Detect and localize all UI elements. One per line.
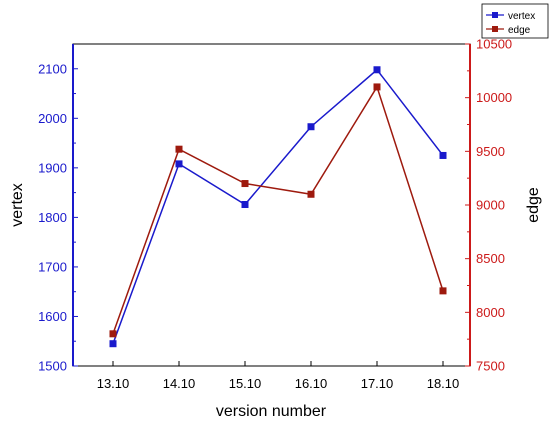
y-left-tick-label: 1900 — [38, 160, 67, 175]
data-point-vertex — [109, 340, 117, 348]
x-tick-label: 13.10 — [97, 376, 130, 391]
data-point-edge — [307, 190, 315, 198]
legend-label-vertex: vertex — [508, 11, 535, 22]
y-right-tick-label: 7500 — [476, 359, 505, 374]
y-left-tick-label: 1500 — [38, 359, 67, 374]
data-point-vertex — [307, 123, 315, 131]
series-line-edge — [112, 85, 444, 335]
data-point-edge — [241, 180, 249, 188]
series-layer — [109, 66, 447, 348]
legend-marker-edge — [492, 26, 498, 32]
data-point-vertex — [175, 160, 183, 168]
plot-frame — [72, 43, 471, 367]
y-left-tick-label: 1700 — [38, 259, 67, 274]
data-point-vertex — [439, 151, 447, 159]
series-line-vertex — [112, 68, 444, 344]
data-point-edge — [109, 330, 117, 338]
legend: vertex edge — [481, 3, 549, 39]
x-axis: 13.10 14.10 15.10 16.10 17.10 18.10 — [97, 361, 460, 391]
data-point-edge — [175, 145, 183, 153]
y-left-axis-label: vertex — [9, 183, 26, 227]
y-left-tick-label: 1800 — [38, 210, 67, 225]
x-tick-label: 17.10 — [361, 376, 394, 391]
data-point-vertex — [241, 201, 249, 209]
x-axis-label: version number — [216, 403, 327, 420]
x-tick-label: 14.10 — [163, 376, 196, 391]
y-left-axis: 1500 1600 1700 1800 1900 2000 2100 — [38, 44, 78, 374]
y-right-tick-label: 8000 — [476, 305, 505, 320]
y-right-tick-label: 10000 — [476, 90, 512, 105]
legend-marker-vertex — [492, 12, 498, 18]
legend-box — [481, 3, 549, 39]
y-left-tick-label: 2100 — [38, 61, 67, 76]
y-right-tick-label: 8500 — [476, 251, 505, 266]
y-right-tick-label: 9500 — [476, 144, 505, 159]
y-right-tick-label: 10500 — [476, 37, 512, 52]
y-right-tick-label: 9000 — [476, 198, 505, 213]
legend-label-edge: edge — [508, 25, 531, 36]
data-point-edge — [439, 287, 447, 295]
data-point-edge — [373, 83, 381, 91]
y-right-axis: 7500 8000 8500 9000 9500 10000 10500 — [465, 37, 512, 374]
x-tick-label: 18.10 — [427, 376, 460, 391]
data-point-vertex — [373, 66, 381, 74]
y-left-tick-label: 1600 — [38, 309, 67, 324]
y-right-axis-label: edge — [525, 187, 542, 223]
x-tick-label: 16.10 — [295, 376, 328, 391]
y-left-tick-label: 2000 — [38, 111, 67, 126]
x-tick-label: 15.10 — [229, 376, 262, 391]
